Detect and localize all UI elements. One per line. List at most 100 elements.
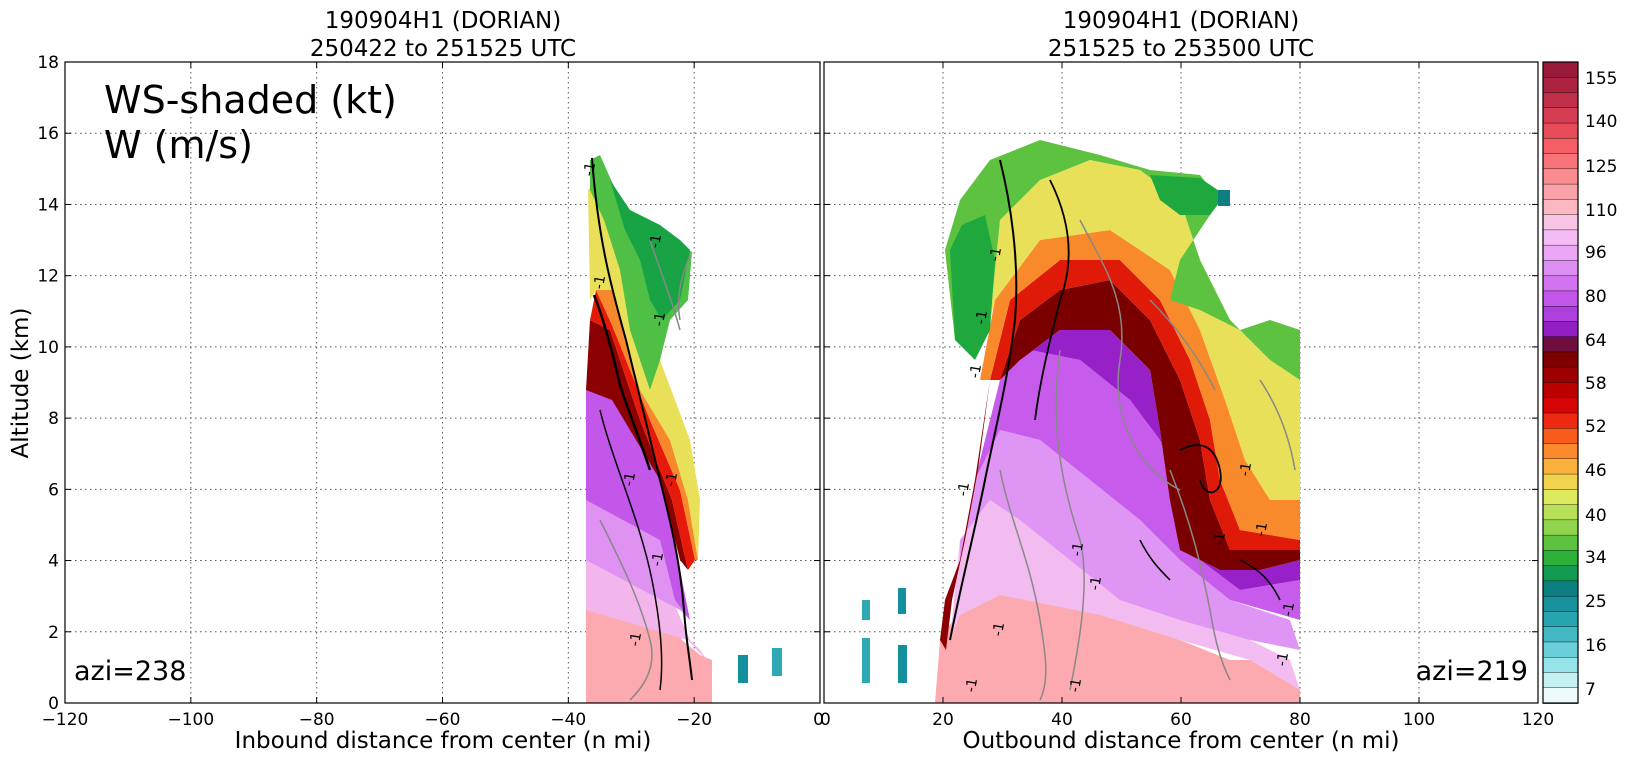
colorbar-swatch	[1542, 672, 1579, 689]
left-w-contour-3	[599, 409, 663, 691]
ytick-label: 0	[48, 694, 59, 714]
right-ws-layer-darkred	[1000, 280, 1300, 570]
colorbar-labels: 155 140 125 110 96 80 64 58 52 46 40 34 25 16 7	[1585, 69, 1617, 700]
contour-label: -1	[663, 471, 681, 488]
left-w-contour-2	[592, 294, 652, 471]
left-xtick-label: −80	[299, 710, 335, 730]
colorbar: 155 140 125 110 96 80 64 58 52 46 40 34 25 16 7	[1542, 61, 1617, 704]
left-azi-label: azi=238	[74, 656, 186, 687]
left-xtick-label: −60	[425, 710, 461, 730]
contour-label: -1	[1211, 531, 1229, 548]
colorbar-tick-label: 80	[1585, 287, 1607, 307]
left-xtick-label: −20	[676, 710, 712, 730]
colorbar-swatch	[1542, 473, 1579, 491]
colorbar-tick-label: 34	[1585, 548, 1607, 568]
right-teal-patch-1	[1218, 190, 1230, 206]
contour-label: -1	[591, 274, 609, 291]
right-xtick-label: 60	[1170, 710, 1192, 730]
right-xtick-label: 120	[1522, 710, 1554, 730]
right-teal-patch-3	[862, 638, 870, 683]
colorbar-swatch	[1542, 77, 1579, 94]
left-ws-layer-darkred	[586, 320, 688, 570]
left-ws-layer-red	[590, 290, 695, 570]
colorbar-swatch	[1542, 183, 1579, 201]
right-w-contour-3	[1179, 444, 1222, 494]
right-w-contour-gray-4	[1169, 469, 1231, 681]
colorbar-swatch	[1542, 244, 1579, 262]
left-title-line1: 190904H1 (DORIAN)	[325, 8, 562, 34]
contour-label: -1	[955, 481, 973, 498]
ytick-label: 8	[48, 409, 59, 429]
colorbar-swatch	[1542, 397, 1579, 414]
right-teal-patch-4	[898, 588, 906, 614]
contour-label: -1	[973, 309, 991, 326]
right-ws-layer-darkgreen	[950, 215, 995, 360]
ytick-label: 18	[37, 53, 59, 73]
colorbar-swatch	[1542, 107, 1579, 124]
right-ws-layer-pink	[935, 590, 1300, 703]
ylabel: Altitude (km)	[8, 308, 34, 459]
left-panel: −120 −100 −80 −60 −40 −20 0024681012141618-1-1…	[8, 53, 831, 754]
colorbar-tick-label: 125	[1585, 157, 1617, 177]
left-xtick-label: −120	[42, 710, 89, 730]
contour-label: -1	[990, 621, 1008, 638]
contour-label: -1	[1087, 575, 1105, 592]
colorbar-swatch	[1542, 641, 1579, 659]
left-teal-patch-2	[772, 648, 782, 676]
colorbar-swatch	[1542, 214, 1579, 231]
colorbar-tick-label: 110	[1585, 201, 1617, 221]
colorbar-swatch	[1542, 321, 1579, 338]
colorbar-tick-label: 155	[1585, 69, 1617, 89]
colorbar-tick-label: 40	[1585, 506, 1607, 526]
left-ws-layer-green	[590, 155, 692, 390]
colorbar-tick-label: 58	[1585, 374, 1607, 394]
right-shading	[862, 140, 1300, 703]
left-title-line2: 250422 to 251525 UTC	[310, 36, 576, 62]
colorbar-swatch	[1542, 305, 1579, 323]
colorbar-frame	[1542, 61, 1579, 704]
ytick-label: 12	[37, 267, 59, 287]
colorbar-swatch	[1542, 122, 1579, 140]
right-azi-label: azi=219	[1416, 656, 1528, 687]
contour-label: -1	[581, 161, 599, 178]
right-w-contour-2	[1034, 179, 1070, 421]
colorbar-swatch	[1542, 229, 1579, 246]
left-w-contour-1	[591, 157, 693, 681]
colorbar-tick-label: 52	[1585, 417, 1607, 437]
right-xtick-label: 80	[1289, 710, 1311, 730]
right-teal-patch-5	[898, 645, 907, 683]
colorbar-swatch	[1542, 382, 1579, 399]
colorbar-tick-label: 7	[1585, 680, 1596, 700]
right-ws-layer-orange	[980, 230, 1300, 540]
right-teal-patch-2	[862, 600, 870, 620]
colorbar-swatch	[1542, 351, 1579, 369]
colorbar-tick-label: 46	[1585, 461, 1607, 481]
colorbar-swatch	[1542, 92, 1579, 109]
colorbar-swatch	[1542, 336, 1579, 353]
left-xlabel: Inbound distance from center (n mi)	[235, 728, 652, 754]
left-grid	[65, 62, 820, 703]
colorbar-tick-label: 140	[1585, 112, 1617, 132]
right-w-contour-1	[949, 159, 1018, 641]
left-w-contour-gray-1	[599, 519, 653, 701]
colorbar-swatch	[1542, 275, 1579, 292]
left-ticks: −120 −100 −80 −60 −40 −20 0024681012141618-1-1…	[37, 53, 830, 730]
colorbar-swatch	[1542, 260, 1579, 277]
right-xtick-label: 40	[1051, 710, 1073, 730]
contour-label: -1	[1069, 541, 1087, 558]
colorbar-tick-label: 64	[1585, 331, 1607, 351]
right-w-contour-gray-5	[1149, 299, 1296, 471]
right-title-line2: 251525 to 253500 UTC	[1048, 36, 1314, 62]
contour-label: -1	[627, 631, 645, 648]
colorbar-swatch	[1542, 534, 1579, 552]
colorbar-swatch	[1542, 153, 1579, 170]
contour-label: -1	[967, 363, 985, 380]
left-xtick-label: 0	[820, 710, 831, 730]
colorbar-swatch	[1542, 595, 1579, 613]
colorbar-swatch	[1542, 519, 1579, 536]
left-teal-patch-1	[738, 655, 748, 683]
contour-label: -1	[1280, 601, 1298, 618]
contour-label: -1	[647, 233, 665, 250]
contour-label: -1	[987, 246, 1005, 263]
